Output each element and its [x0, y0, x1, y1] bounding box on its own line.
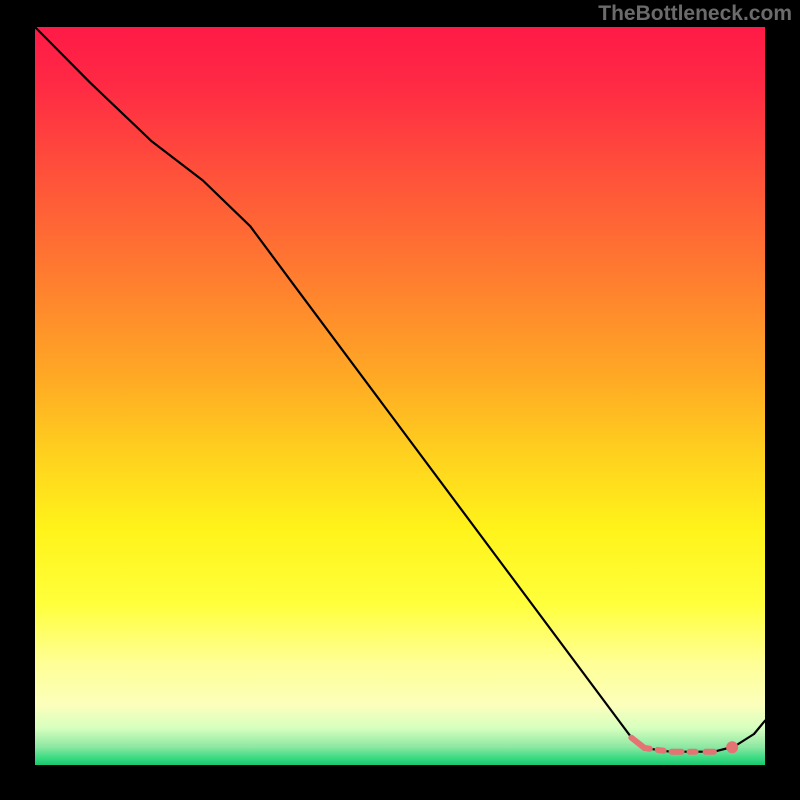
plot-background: [35, 27, 765, 765]
watermark-text: TheBottleneck.com: [598, 2, 792, 26]
bottleneck-chart: [0, 0, 800, 800]
marker-dot: [726, 741, 738, 753]
chart-container: TheBottleneck.com: [0, 0, 800, 800]
